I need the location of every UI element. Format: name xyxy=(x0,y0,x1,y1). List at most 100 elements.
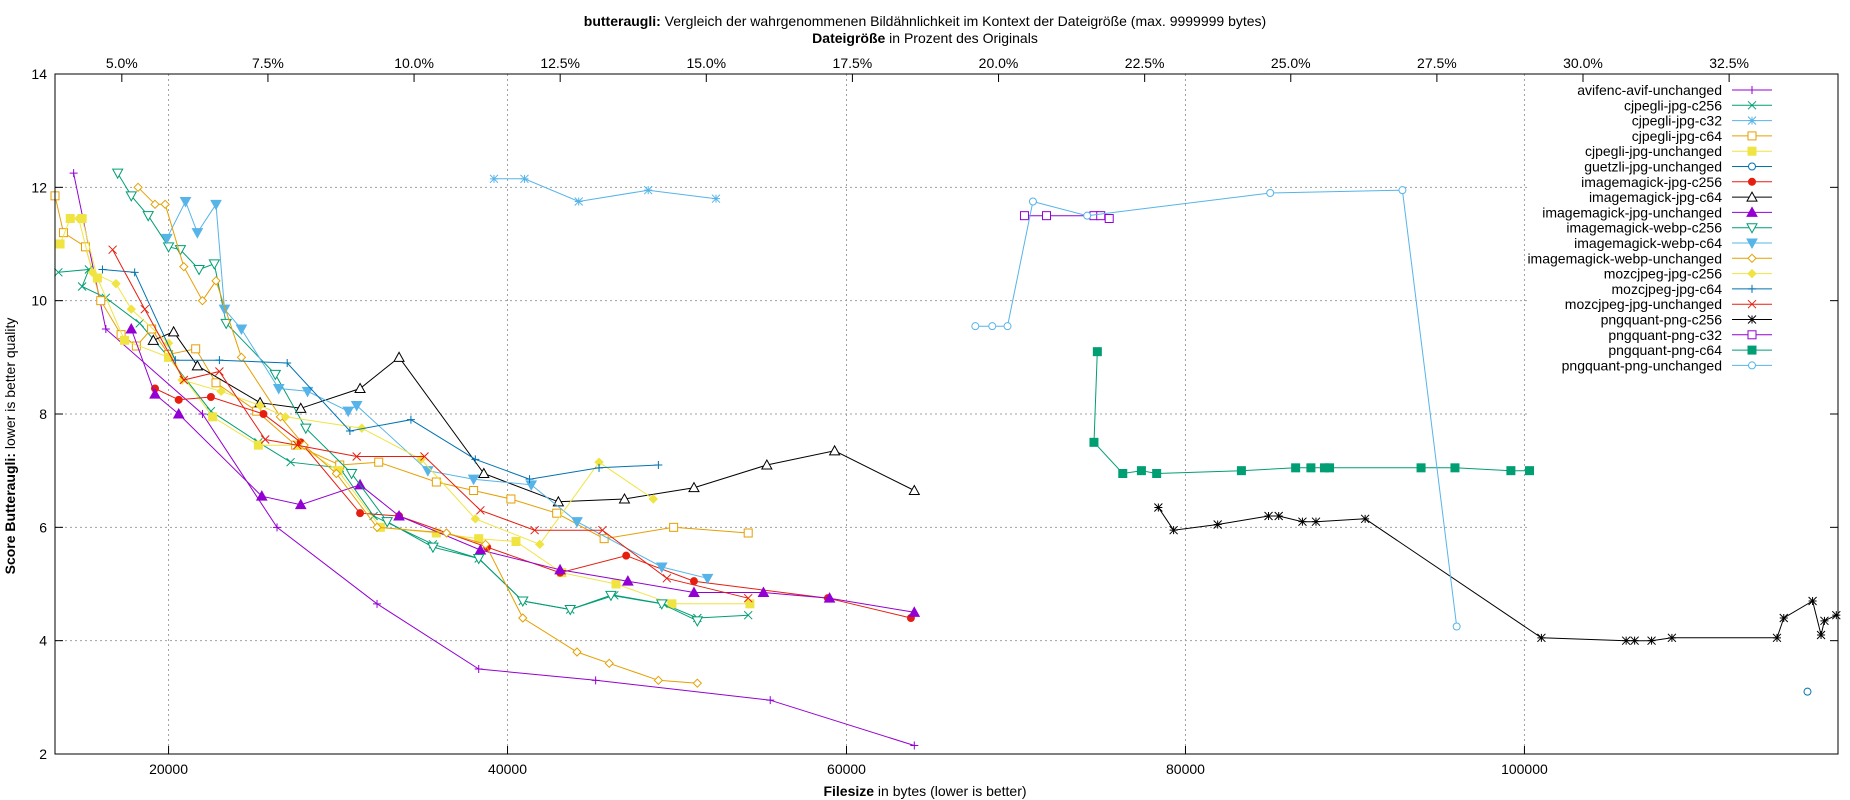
data-point xyxy=(269,369,282,381)
data-point xyxy=(135,318,145,328)
x2-tick-label: 5.0% xyxy=(106,55,138,71)
data-point xyxy=(667,599,677,609)
data-point xyxy=(299,423,312,435)
data-point xyxy=(208,412,218,422)
data-point xyxy=(374,457,384,467)
data-point xyxy=(74,213,84,224)
series-line xyxy=(975,189,1458,627)
legend-entry: cjpegli-jpg-unchanged xyxy=(1585,143,1772,159)
data-point xyxy=(689,577,698,586)
data-point xyxy=(441,528,452,538)
data-point xyxy=(655,599,668,610)
data-point xyxy=(272,384,285,395)
series-line xyxy=(153,331,915,503)
x-tick-label: 60000 xyxy=(827,761,866,777)
series-cjpegli-jpg-unchanged xyxy=(55,214,755,609)
data-point xyxy=(286,457,295,467)
y-tick-label: 14 xyxy=(31,66,47,82)
data-point xyxy=(574,197,584,206)
legend-entry: pngquant-png-c64 xyxy=(1608,342,1772,358)
data-point xyxy=(564,605,577,616)
data-point xyxy=(1416,463,1426,473)
data-point xyxy=(506,494,516,504)
series-cjpegli-jpg-c32 xyxy=(489,174,721,206)
data-point xyxy=(1747,253,1757,264)
data-point xyxy=(743,610,753,620)
series-line xyxy=(154,388,912,619)
data-point xyxy=(111,278,121,289)
legend-label: imagemagick-jpg-c64 xyxy=(1589,189,1722,205)
legend-label: imagemagick-webp-c256 xyxy=(1566,220,1722,236)
data-point xyxy=(1452,622,1461,631)
x2-tick-label: 12.5% xyxy=(540,55,580,71)
data-point xyxy=(1325,463,1335,473)
series-imagemagick-webp-unchanged xyxy=(133,182,703,688)
legend-label: cjpegli-jpg-c64 xyxy=(1632,128,1722,144)
data-point xyxy=(653,675,664,686)
data-point xyxy=(691,616,704,627)
y-tick-label: 12 xyxy=(31,179,47,195)
data-point xyxy=(622,575,634,586)
data-point xyxy=(98,265,107,274)
legend-label: imagemagick-jpg-unchanged xyxy=(1542,204,1722,220)
data-point xyxy=(133,182,143,193)
legend-entry: cjpegli-jpg-c256 xyxy=(1624,97,1772,113)
data-point xyxy=(552,495,565,507)
data-point xyxy=(701,573,714,585)
legend-entry: imagemagick-webp-c64 xyxy=(1574,235,1772,251)
legend-entry: mozcjpeg-jpg-unchanged xyxy=(1565,296,1772,312)
data-point xyxy=(525,475,534,484)
data-point xyxy=(161,233,173,245)
x2-tick-label: 30.0% xyxy=(1563,55,1603,71)
data-point xyxy=(1089,437,1099,447)
legend-label: guetzli-jpg-unchanged xyxy=(1584,159,1722,175)
plot-frame xyxy=(54,73,1839,755)
data-point xyxy=(1747,100,1757,110)
data-point xyxy=(1083,211,1092,220)
series-pngquant-png-c256 xyxy=(1154,503,1841,646)
legend-label: imagemagick-webp-unchanged xyxy=(1527,250,1722,266)
x2-tick-label: 20.0% xyxy=(979,55,1019,71)
data-point xyxy=(474,665,483,673)
data-point xyxy=(87,267,97,278)
data-point xyxy=(1748,86,1756,94)
data-point xyxy=(910,741,919,750)
series-pngquant-png-c32 xyxy=(1019,211,1114,223)
data-point xyxy=(1647,636,1656,646)
data-point xyxy=(111,168,124,180)
legend-entry: pngquant-png-c32 xyxy=(1608,327,1772,343)
data-point xyxy=(598,525,607,535)
data-point xyxy=(472,554,485,565)
data-point xyxy=(77,282,87,291)
data-point xyxy=(236,352,247,363)
legend-entry: mozcjpeg-jpg-c256 xyxy=(1604,266,1772,282)
data-point xyxy=(1398,186,1407,195)
data-point xyxy=(520,174,529,184)
x-tick-label: 40000 xyxy=(488,761,527,777)
data-point xyxy=(1816,630,1826,640)
legend-entry: imagemagick-jpg-c64 xyxy=(1589,189,1772,205)
data-point xyxy=(125,322,138,334)
data-point xyxy=(1748,284,1756,293)
data-point xyxy=(1104,214,1114,223)
x-tick-label: 20000 xyxy=(149,761,188,777)
data-point xyxy=(757,586,770,597)
series-line xyxy=(166,200,708,579)
data-point xyxy=(69,169,78,178)
data-point xyxy=(130,268,139,277)
data-point xyxy=(331,468,342,479)
data-point xyxy=(191,359,204,371)
data-point xyxy=(467,474,480,486)
x2-tick-label: 7.5% xyxy=(252,55,284,71)
data-point xyxy=(220,318,233,330)
data-point xyxy=(692,678,703,688)
data-point xyxy=(1003,322,1012,331)
data-point xyxy=(1311,517,1321,527)
legend-label: mozcjpeg-jpg-c256 xyxy=(1604,266,1722,282)
x2-tick-label: 32.5% xyxy=(1709,55,1749,71)
data-point xyxy=(743,593,753,603)
data-point xyxy=(1213,520,1223,529)
data-point xyxy=(1630,636,1639,646)
legend-label: pngquant-png-c64 xyxy=(1608,342,1722,358)
